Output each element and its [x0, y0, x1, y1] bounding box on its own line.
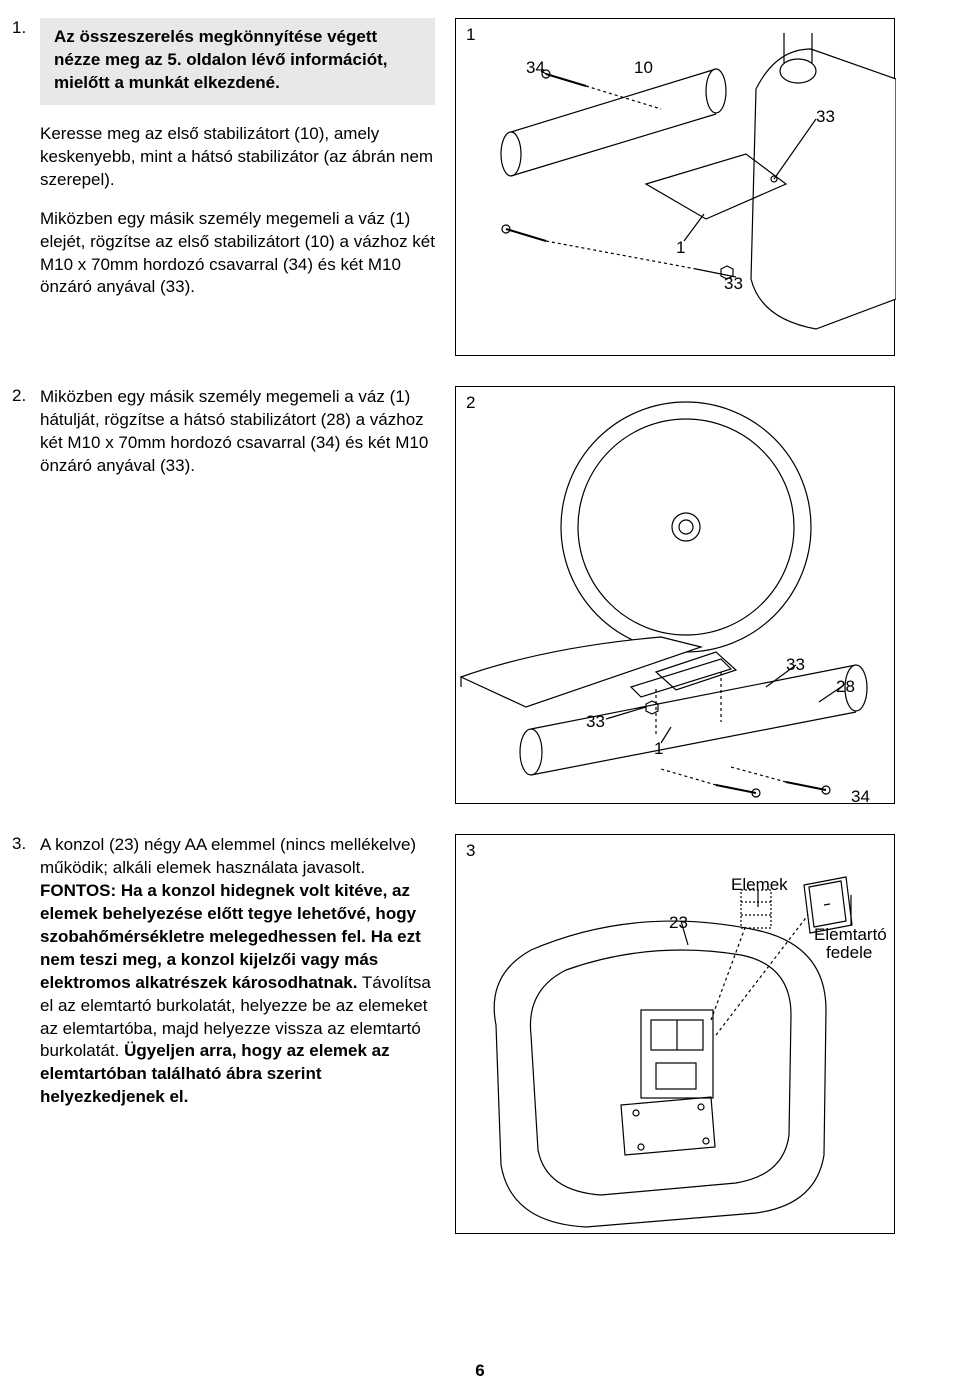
step-1-para-2: Miközben egy másik személy megemeli a vá…	[40, 208, 435, 300]
step-3-para-1: A konzol (23) négy AA elemmel (nincs mel…	[40, 834, 435, 1109]
diagram-1-label-1: 1	[676, 238, 685, 258]
step-1-text-col: 1. Az összeszerelés megkönnyítése végett…	[40, 18, 435, 315]
step-3-text-a: A konzol (23) négy AA elemmel (nincs mel…	[40, 835, 416, 877]
step-3-diagram-col: 3	[455, 834, 920, 1234]
step-3-row: 3. A konzol (23) négy AA elemmel (nincs …	[40, 834, 920, 1234]
assembly-tip-box: Az összeszerelés megkönnyítése végett né…	[40, 18, 435, 105]
diagram-2-label-34: 34	[851, 787, 870, 807]
step-2-diagram-col: 2	[455, 386, 920, 804]
diagram-2-label-28: 28	[836, 677, 855, 697]
diagram-3-frame-number: 3	[466, 841, 475, 861]
diagram-3-label-cover-b: fedele	[826, 943, 872, 963]
step-3-number: 3.	[12, 834, 26, 854]
step-2-row: 2. Miközben egy másik személy megemeli a…	[40, 386, 920, 804]
step-1-number: 1.	[12, 18, 26, 38]
step-2-number: 2.	[12, 386, 26, 406]
diagram-2-label-1: 1	[654, 739, 663, 759]
diagram-2-frame: 2	[455, 386, 895, 804]
diagram-3-frame: 3	[455, 834, 895, 1234]
diagram-1-svg	[456, 19, 896, 357]
diagram-1-label-10: 10	[634, 58, 653, 78]
diagram-1-label-33b: 33	[724, 274, 743, 294]
diagram-1-label-33a: 33	[816, 107, 835, 127]
step-1-row: 1. Az összeszerelés megkönnyítése végett…	[40, 18, 920, 356]
diagram-2-label-33b: 33	[586, 712, 605, 732]
diagram-3-label-23: 23	[669, 913, 688, 933]
diagram-2-frame-number: 2	[466, 393, 475, 413]
page-number: 6	[475, 1361, 484, 1381]
diagram-2-svg	[456, 387, 896, 805]
diagram-1-label-34: 34	[526, 58, 545, 78]
step-1-diagram-col: 1	[455, 18, 920, 356]
diagram-2-label-33a: 33	[786, 655, 805, 675]
diagram-1-frame: 1	[455, 18, 895, 356]
step-2-para-1: Miközben egy másik személy megemeli a vá…	[40, 386, 435, 478]
step-3-text-col: 3. A konzol (23) négy AA elemmel (nincs …	[40, 834, 435, 1125]
diagram-3-label-elemek: Elemek	[731, 875, 788, 895]
step-2-text-col: 2. Miközben egy másik személy megemeli a…	[40, 386, 435, 494]
diagram-3-label-cover-a: Elemtartó	[814, 925, 887, 945]
diagram-3-svg	[456, 835, 896, 1235]
step-1-para-1: Keresse meg az első stabilizátort (10), …	[40, 123, 435, 192]
diagram-1-frame-number: 1	[466, 25, 475, 45]
